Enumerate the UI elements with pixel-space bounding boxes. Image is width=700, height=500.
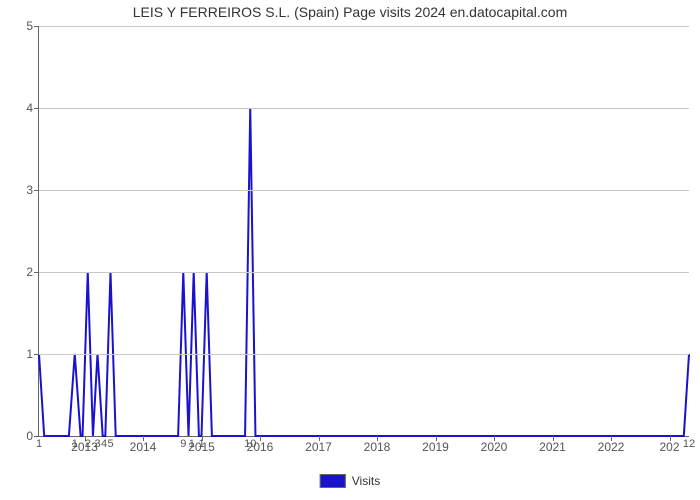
data-point-label: 1	[36, 438, 42, 450]
legend-label: Visits	[352, 474, 380, 488]
ytick-label: 2	[26, 265, 39, 279]
ytick-label: 3	[26, 183, 39, 197]
xtick-label: 2017	[305, 436, 332, 454]
xtick-label: 2022	[598, 436, 625, 454]
gridline	[39, 190, 689, 191]
xtick-label: 2018	[364, 436, 391, 454]
data-point-label: 12	[683, 438, 695, 450]
chart-container: LEIS Y FERREIROS S.L. (Spain) Page visit…	[0, 0, 700, 500]
xtick-label: 2020	[481, 436, 508, 454]
data-point-label: 2	[85, 438, 91, 450]
ytick-label: 1	[26, 347, 39, 361]
ytick-label: 4	[26, 101, 39, 115]
data-point-label: 10	[244, 438, 256, 450]
data-point-label: 9	[180, 438, 186, 450]
xtick-label: 2019	[422, 436, 449, 454]
data-point-label: 3	[94, 438, 100, 450]
gridline	[39, 354, 689, 355]
ytick-label: 5	[26, 19, 39, 33]
legend-swatch	[320, 474, 346, 488]
xtick-label: 2021	[539, 436, 566, 454]
gridline	[39, 108, 689, 109]
gridline	[39, 272, 689, 273]
xtick-label: 202	[659, 436, 679, 454]
plot-area: 0123452013201420152016201720182019202020…	[38, 26, 689, 437]
gridline	[39, 26, 689, 27]
data-point-label: 4	[101, 438, 107, 450]
data-point-label: 1	[189, 438, 195, 450]
data-point-label: 5	[107, 438, 113, 450]
chart-title: LEIS Y FERREIROS S.L. (Spain) Page visit…	[0, 4, 700, 20]
line-series	[39, 26, 689, 436]
data-point-label: 1	[198, 438, 204, 450]
data-point-label: 1	[72, 438, 78, 450]
legend: Visits	[320, 474, 380, 488]
xtick-label: 2014	[130, 436, 157, 454]
